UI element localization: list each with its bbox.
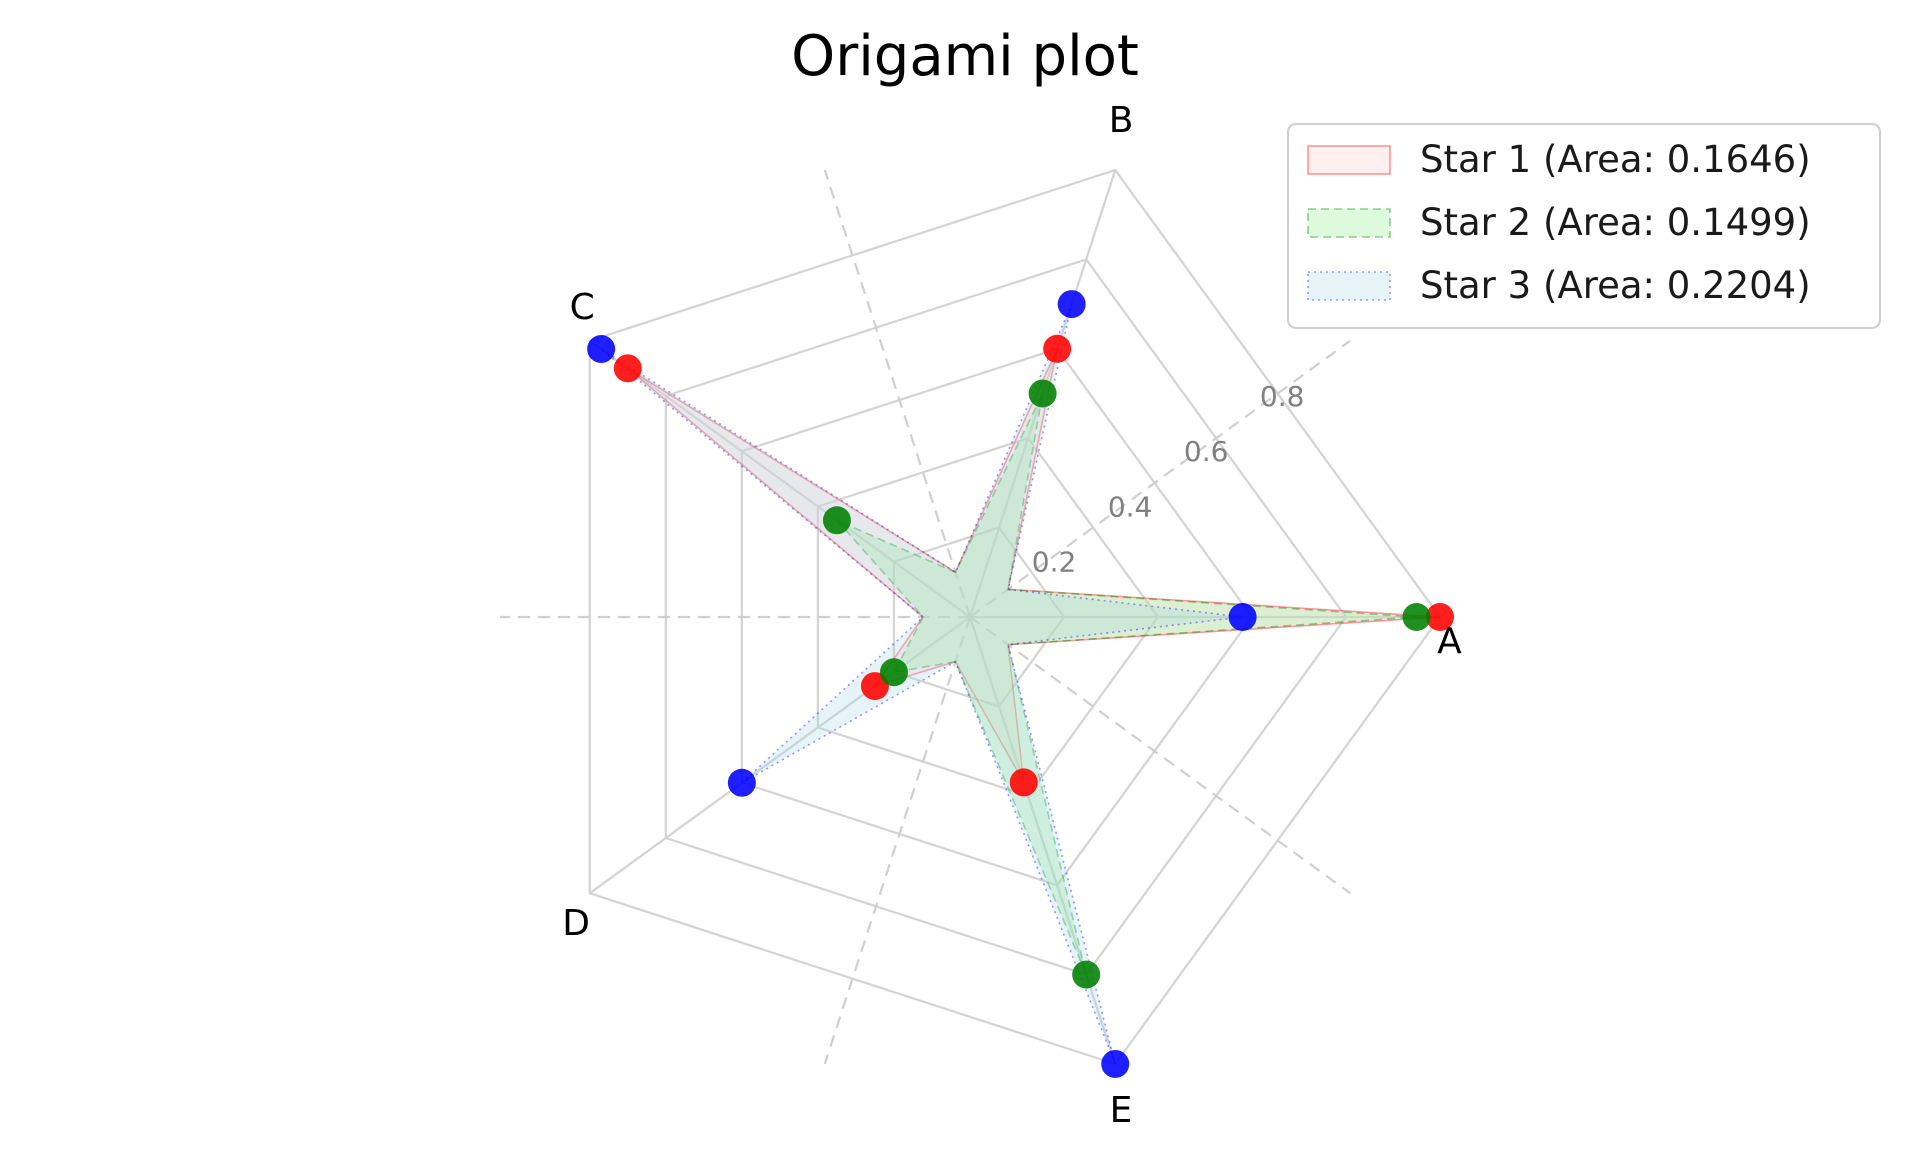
series-3-point-D	[727, 768, 756, 797]
legend-swatch-1	[1307, 145, 1391, 175]
legend-label-3: Star 3 (Area: 0.2204)	[1420, 264, 1811, 307]
legend-swatch-3	[1307, 271, 1391, 301]
series-1-point-C	[613, 354, 642, 383]
chart-title: Origami plot	[791, 24, 1139, 89]
legend-frame	[1286, 122, 1882, 330]
axis-labels: A B C D E	[562, 100, 1462, 1131]
axis-label-A: A	[1437, 621, 1462, 662]
series-1-point-E	[1009, 768, 1038, 797]
axis-label-B: B	[1109, 100, 1134, 141]
axis-spoke-D	[589, 616, 971, 895]
radial-tick-labels: 0.2 0.4 0.6 0.8	[1032, 380, 1305, 579]
legend-label-1: Star 1 (Area: 0.1646)	[1420, 138, 1811, 181]
series-3-point-A	[1228, 603, 1257, 631]
tick-label-2: 0.4	[1108, 490, 1153, 523]
series-1-point-B	[1043, 334, 1072, 363]
series-2-area	[836, 393, 1417, 975]
mid-spoke-1	[969, 339, 1351, 618]
axis-spoke-C	[589, 339, 971, 618]
axis-label-D: D	[562, 903, 590, 944]
tick-label-3: 0.6	[1184, 435, 1229, 468]
radar-grid	[500, 168, 1442, 1066]
series-2-point-D	[879, 658, 908, 687]
series-points	[587, 290, 1454, 1078]
series-3-point-E	[1101, 1049, 1130, 1078]
series-1-point-A	[1426, 603, 1454, 631]
series-2-point-E	[1072, 960, 1101, 989]
tick-label-1: 0.2	[1032, 546, 1077, 579]
axis-label-E: E	[1110, 1090, 1133, 1131]
series-2-point-A	[1402, 603, 1431, 631]
series-3-point-C	[587, 335, 616, 364]
grid-ring-2	[816, 436, 1160, 798]
series-2-point-B	[1028, 379, 1057, 408]
axis-label-C: C	[570, 287, 595, 328]
series-3-area	[600, 303, 1243, 1065]
mid-spoke-2	[823, 169, 972, 618]
series-2-point-C	[822, 506, 851, 535]
series-3-point-B	[1057, 290, 1086, 319]
legend-label-2: Star 2 (Area: 0.1499)	[1420, 201, 1811, 244]
mid-spoke-5	[969, 616, 1351, 895]
grid-ring-1	[892, 526, 1066, 708]
series-1-area	[627, 348, 1441, 783]
legend-swatch-2	[1307, 208, 1391, 238]
axis-spoke-E	[968, 616, 1117, 1065]
legend: Star 1 (Area: 0.1646) Star 2 (Area: 0.149…	[1286, 122, 1882, 330]
series-fills	[600, 303, 1441, 1065]
mid-spoke-4	[823, 616, 972, 1065]
tick-label-4: 0.8	[1260, 380, 1305, 413]
